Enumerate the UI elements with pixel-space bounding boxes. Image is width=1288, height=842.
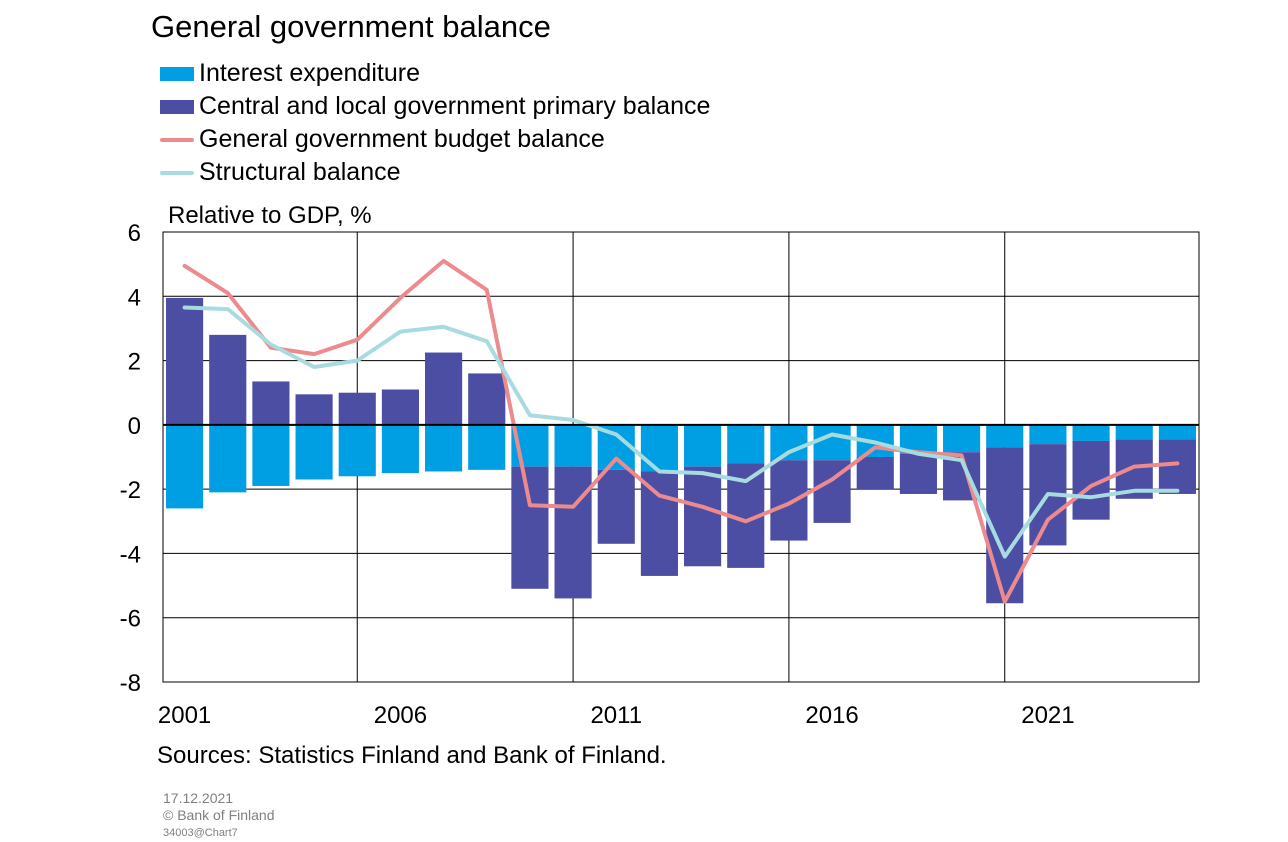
bar-primary bbox=[899, 453, 937, 494]
bar-primary bbox=[856, 457, 894, 490]
line-structural-balance bbox=[182, 305, 1180, 559]
meta-code: 34003@Chart7 bbox=[163, 827, 238, 839]
legend-swatch-budget bbox=[160, 138, 194, 142]
bar-interest bbox=[425, 424, 463, 472]
bar-interest bbox=[1158, 424, 1196, 440]
bar-interest bbox=[209, 424, 247, 493]
bar-primary bbox=[381, 389, 419, 425]
bar-primary bbox=[554, 466, 592, 599]
bar-interest bbox=[166, 424, 204, 509]
legend-swatch-interest bbox=[160, 67, 194, 81]
bar-interest bbox=[252, 424, 290, 486]
bar-interest bbox=[1072, 424, 1110, 441]
bar-primary bbox=[338, 392, 376, 425]
legend-label-interest: Interest expenditure bbox=[199, 59, 420, 87]
bar-interest bbox=[684, 424, 722, 467]
meta-date: 17.12.2021 bbox=[163, 790, 234, 806]
bar-interest bbox=[554, 424, 592, 467]
bar-primary bbox=[425, 352, 463, 425]
bar-primary bbox=[640, 471, 678, 576]
line-budget-balance bbox=[182, 258, 1180, 604]
bar-interest bbox=[1115, 424, 1153, 440]
bar-primary bbox=[1158, 439, 1196, 494]
x-tick-label: 2021 bbox=[1021, 702, 1074, 729]
legend-label-budget: General government budget balance bbox=[199, 125, 605, 153]
y-tick-label: 4 bbox=[128, 284, 141, 311]
y-tick-label: -2 bbox=[120, 477, 141, 504]
chart-title: General government balance bbox=[151, 9, 551, 44]
bar-primary bbox=[166, 297, 204, 425]
bar-interest bbox=[727, 424, 765, 464]
y-tick-label: 6 bbox=[128, 220, 141, 247]
bar-interest bbox=[295, 424, 333, 480]
bar-primary bbox=[511, 466, 549, 589]
legend-swatch-primary bbox=[160, 100, 194, 114]
bar-interest bbox=[770, 424, 808, 461]
y-axis-unit-label: Relative to GDP, % bbox=[168, 202, 372, 229]
source-note: Sources: Statistics Finland and Bank of … bbox=[157, 742, 667, 769]
y-tick-label: -4 bbox=[120, 541, 141, 568]
x-tick-label: 2016 bbox=[805, 702, 858, 729]
axis-layer: 6 4 2 0 -2 -4 -6 -8 2001 2006 2011 2016 2021 bbox=[120, 220, 1200, 729]
bar-primary bbox=[252, 381, 290, 425]
bar-interest bbox=[943, 424, 981, 453]
bar-interest bbox=[381, 424, 419, 474]
x-tick-label: 2011 bbox=[590, 702, 642, 729]
legend-label-primary: Central and local government primary bal… bbox=[199, 92, 711, 120]
bar-primary bbox=[684, 466, 722, 567]
bar-interest bbox=[813, 424, 851, 461]
bar-interest bbox=[1029, 424, 1067, 445]
y-tick-label: -8 bbox=[120, 670, 141, 697]
bar-primary bbox=[468, 373, 506, 425]
bar-primary bbox=[770, 460, 808, 541]
y-tick-label: -6 bbox=[120, 606, 141, 633]
line-layer bbox=[182, 258, 1180, 604]
meta-copyright: © Bank of Finland bbox=[163, 807, 275, 823]
bar-interest bbox=[468, 424, 506, 470]
legend-swatch-structural bbox=[160, 171, 194, 175]
bar-layer bbox=[166, 297, 1196, 604]
y-tick-label: 2 bbox=[128, 349, 141, 376]
x-tick-label: 2001 bbox=[158, 702, 211, 729]
bar-primary bbox=[209, 334, 247, 425]
legend-label-structural: Structural balance bbox=[199, 158, 401, 186]
bar-interest bbox=[640, 424, 678, 472]
bar-primary bbox=[597, 469, 635, 544]
x-tick-label: 2006 bbox=[374, 702, 427, 729]
y-tick-label: 0 bbox=[128, 413, 141, 440]
plot-frame bbox=[162, 231, 1200, 683]
bar-interest bbox=[338, 424, 376, 477]
bar-primary bbox=[295, 394, 333, 425]
bar-interest bbox=[986, 424, 1024, 448]
